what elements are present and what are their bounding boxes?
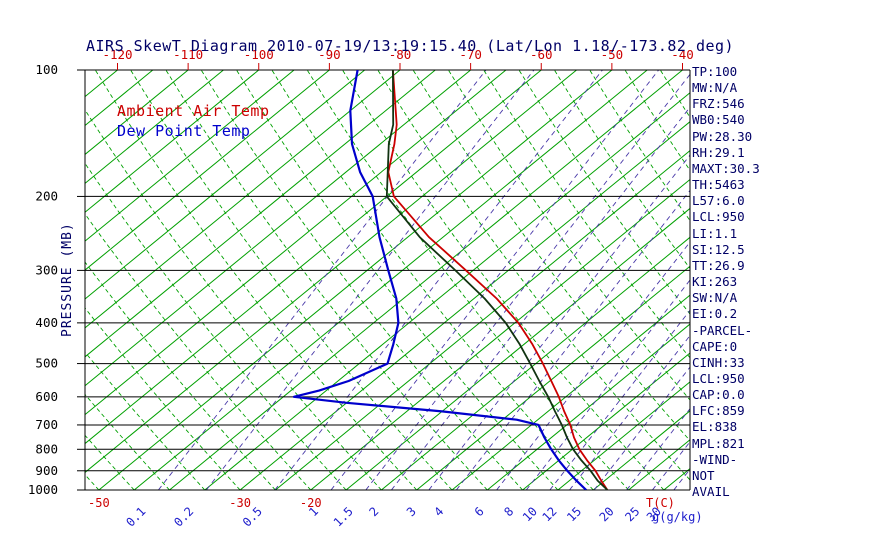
- ambient-air-temp-curve: [387, 70, 609, 490]
- chart-title: AIRS SkewT Diagram 2010-07-19/13:19:15.4…: [86, 37, 735, 55]
- stat-line: NOT: [692, 467, 715, 483]
- stat-line: TT:26.9: [692, 257, 745, 273]
- adiabat-lines: [85, 70, 690, 490]
- stat-line: PW:28.30: [692, 128, 753, 144]
- pressure-tick-labels: 100 200 300 400 500 600 700 800 900 1000: [28, 62, 58, 497]
- svg-text:0.1: 0.1: [123, 504, 148, 529]
- top-temp-axis: -120 -110 -100 -90 -80 -70 -60 -50 -40: [102, 47, 694, 70]
- svg-text:600: 600: [35, 389, 58, 404]
- mixing-unit-label: g(g/kg): [652, 510, 703, 524]
- svg-text:-50: -50: [88, 496, 110, 510]
- stat-line: RH:29.1: [692, 144, 745, 160]
- legend-dew-point-temp: Dew Point Temp: [117, 122, 251, 140]
- svg-text:200: 200: [35, 188, 58, 203]
- svg-text:6: 6: [472, 504, 487, 519]
- stat-line: CINH:33: [692, 354, 745, 370]
- stat-line: -PARCEL-: [692, 322, 753, 338]
- bottom-temp-labels: -50 -30 -20: [88, 496, 322, 510]
- stat-line: SW:N/A: [692, 290, 738, 306]
- isotherm-lines: [85, 70, 690, 490]
- stat-line: EI:0.2: [692, 306, 738, 322]
- svg-text:2: 2: [367, 504, 382, 519]
- svg-text:500: 500: [35, 356, 58, 371]
- stat-line: SI:12.5: [692, 241, 745, 257]
- stat-line: AVAIL: [692, 484, 730, 500]
- dew-point-temp-curve: [292, 70, 587, 490]
- svg-text:15: 15: [564, 504, 584, 524]
- stat-line: L57:6.0: [692, 193, 745, 209]
- svg-text:-100: -100: [244, 47, 274, 62]
- svg-text:1.5: 1.5: [331, 504, 356, 529]
- svg-text:-70: -70: [459, 47, 482, 62]
- stat-line: CAP:0.0: [692, 387, 745, 403]
- stat-line: LI:1.1: [692, 225, 738, 241]
- stat-line: MAXT:30.3: [692, 160, 760, 176]
- svg-text:-110: -110: [173, 47, 203, 62]
- svg-text:-50: -50: [601, 47, 624, 62]
- svg-text:-40: -40: [671, 47, 694, 62]
- svg-text:3: 3: [404, 504, 419, 519]
- svg-text:25: 25: [622, 504, 642, 524]
- svg-text:8: 8: [501, 504, 516, 519]
- stat-line: LCL:950: [692, 370, 745, 386]
- svg-text:300: 300: [35, 262, 58, 277]
- svg-text:-20: -20: [300, 496, 322, 510]
- svg-text:-80: -80: [389, 47, 412, 62]
- svg-text:-120: -120: [102, 47, 132, 62]
- legend: Ambient Air Temp Dew Point Temp: [117, 101, 270, 141]
- stat-line: MW:N/A: [692, 80, 738, 96]
- legend-ambient-air-temp: Ambient Air Temp: [117, 102, 270, 120]
- pressure-axis-label: PRESSURE (MB): [60, 222, 75, 337]
- stat-line: MPL:821: [692, 435, 745, 451]
- svg-text:4: 4: [431, 504, 446, 519]
- svg-text:1000: 1000: [28, 482, 58, 497]
- svg-text:900: 900: [35, 463, 58, 478]
- stat-line: LCL:950: [692, 209, 745, 225]
- parcel-curve: [385, 70, 609, 490]
- stat-line: KI:263: [692, 274, 738, 290]
- svg-text:100: 100: [35, 62, 58, 77]
- temp-unit-label: T(C): [646, 496, 675, 510]
- svg-text:20: 20: [597, 504, 617, 524]
- stat-line: -WIND-: [692, 451, 738, 467]
- profile-curves: [292, 70, 609, 490]
- svg-text:800: 800: [35, 441, 58, 456]
- svg-text:12: 12: [540, 504, 560, 524]
- svg-text:-60: -60: [530, 47, 553, 62]
- stat-line: FRZ:546: [692, 96, 745, 112]
- stat-line: TP:100: [692, 64, 738, 79]
- stat-line: TH:5463: [692, 177, 745, 193]
- svg-text:700: 700: [35, 417, 58, 432]
- stats-panel: TP:100 MW:N/A FRZ:546 WB0:540 PW:28.30 RH:29.…: [692, 64, 760, 500]
- stat-line: EL:838: [692, 419, 738, 435]
- svg-text:-90: -90: [318, 47, 341, 62]
- svg-text:400: 400: [35, 315, 58, 330]
- stat-line: CAPE:0: [692, 338, 738, 354]
- mixing-ratio-lines: [158, 70, 690, 490]
- svg-text:10: 10: [520, 504, 540, 524]
- mixing-ratio-labels: 0.1 0.2 0.5 1 1.5 2 3 4 6 8 10 12 15 20 25 30: [123, 504, 664, 529]
- stat-line: LFC:859: [692, 403, 745, 419]
- stat-line: WB0:540: [692, 112, 745, 128]
- svg-text:-30: -30: [229, 496, 251, 510]
- svg-text:0.2: 0.2: [171, 504, 196, 529]
